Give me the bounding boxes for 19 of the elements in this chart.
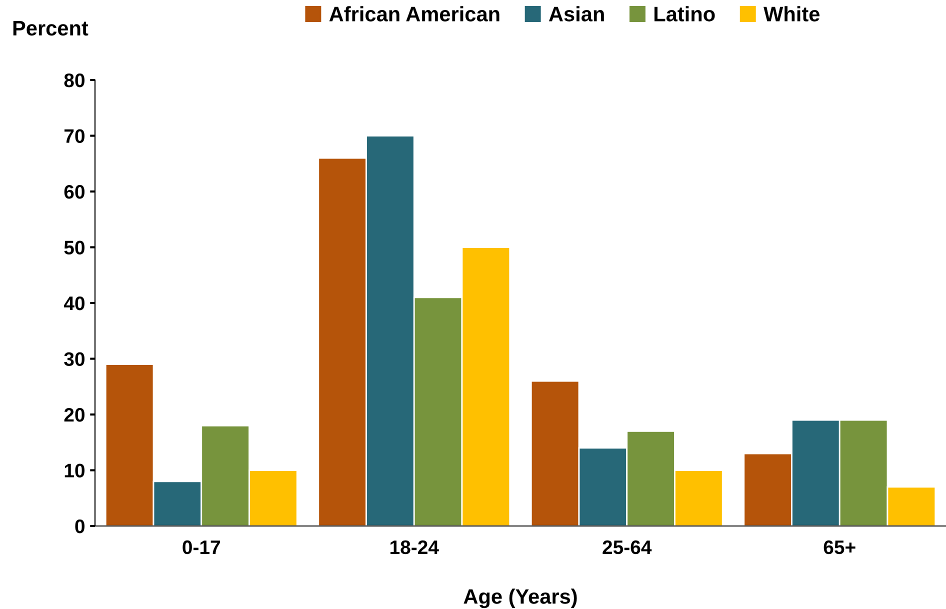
- legend-label: African American: [329, 6, 500, 22]
- x-tick-label: 25-64: [602, 540, 652, 554]
- y-tick-label: 30: [64, 352, 84, 366]
- y-tick-label: 70: [64, 129, 84, 143]
- x-tick-label: 65+: [824, 540, 856, 554]
- legend-label: Asian: [548, 6, 604, 22]
- x-tick-label: 18-24: [390, 540, 439, 554]
- x-tick-label: 0-17: [182, 540, 220, 554]
- x-axis-title: Age (Years): [464, 588, 577, 608]
- legend-label: Latino: [654, 6, 715, 22]
- legend-label: White: [764, 6, 820, 22]
- y-tick-label: 40: [64, 296, 84, 310]
- y-tick-label: 20: [64, 408, 84, 422]
- y-tick-label: 80: [64, 73, 84, 88]
- y-axis-title: Percent: [13, 21, 88, 36]
- y-tick-label: 10: [64, 464, 84, 478]
- y-tick-label: 60: [64, 184, 84, 199]
- y-tick-label: 0: [75, 519, 84, 534]
- y-tick-label: 50: [64, 240, 84, 254]
